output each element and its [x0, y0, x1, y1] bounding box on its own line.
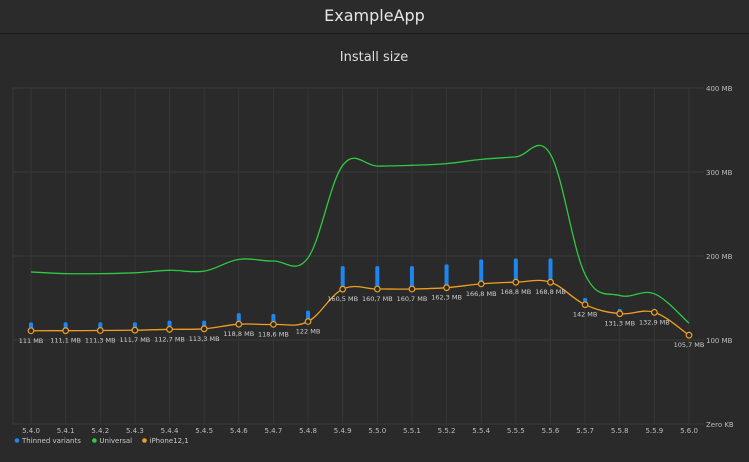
x-tick-label: 5.4.7	[265, 427, 283, 435]
iphone-point	[581, 301, 589, 309]
data-label: 111,7 MB	[120, 336, 151, 344]
iphone-point	[270, 320, 277, 328]
thinned-variant-bar	[340, 266, 345, 290]
data-label: 118,8 MB	[223, 330, 254, 338]
axis-ticks: 5.4.0 5.4.1 5.4.2 5.4.3 5.4.4 5.4.5 5.4.6 5.4.7…	[22, 85, 734, 435]
iphone-point	[235, 320, 243, 328]
iphone-point	[616, 310, 624, 318]
y-tick-label: 300 MB	[706, 169, 733, 177]
window-titlebar: ExampleApp	[0, 0, 749, 34]
data-label: 162,3 MB	[431, 294, 462, 302]
data-label: 166,8 MB	[466, 290, 497, 298]
iphone-point	[408, 285, 416, 293]
y-tick-label: Zero KB	[706, 421, 734, 429]
data-label: 122 MB	[296, 328, 321, 336]
data-label: 111,3 MB	[85, 337, 116, 345]
data-label: 105,7 MB	[674, 341, 705, 349]
data-label: 111,1 MB	[50, 337, 81, 345]
data-label: 111 MB	[19, 337, 44, 345]
x-tick-label: 5.4.2	[91, 427, 109, 435]
iphone-points	[27, 278, 693, 339]
iphone-point	[96, 327, 104, 334]
grid-lines	[12, 87, 704, 425]
thinned-variant-bar	[548, 258, 553, 283]
legend-label: iPhone12,1	[150, 437, 189, 445]
x-tick-label: 5.4.9	[334, 427, 352, 435]
chart-panel: Install size 111 MB 111,1 MB 111,3 MB 111,7…	[0, 34, 749, 462]
app-title: ExampleApp	[324, 6, 425, 25]
y-tick-label: 200 MB	[706, 253, 733, 261]
data-labels: 111 MB 111,1 MB 111,3 MB 111,7 MB 112,7 MB 11…	[19, 288, 705, 349]
legend-swatch	[14, 438, 20, 443]
x-tick-label: 5.5.8	[611, 427, 629, 435]
iphone-line	[30, 279, 690, 336]
data-label: 118,6 MB	[258, 330, 289, 338]
thinned-variant-bar	[479, 259, 484, 284]
x-tick-label: 5.5.1	[403, 427, 421, 435]
data-label: 142 MB	[573, 311, 598, 319]
legend-label: Thinned variants	[21, 437, 81, 445]
x-tick-label: 5.5.6	[542, 427, 560, 435]
y-tick-label: 400 MB	[706, 85, 733, 93]
iphone-point	[304, 318, 312, 325]
iphone-point	[650, 308, 658, 316]
x-tick-label: 5.5.0	[368, 427, 386, 435]
data-label: 160,7 MB	[362, 295, 393, 303]
x-tick-label: 5.6.0	[680, 427, 698, 435]
iphone-point	[339, 285, 347, 293]
iphone-point	[443, 284, 450, 292]
iphone-point	[512, 278, 520, 286]
iphone-point	[131, 326, 139, 334]
x-tick-label: 5.5.7	[576, 427, 594, 435]
iphone-point	[200, 325, 208, 333]
x-tick-label: 5.4.3	[126, 427, 144, 435]
legend-swatch	[142, 438, 147, 443]
thinned-variant-bar	[375, 266, 380, 290]
iphone-point	[27, 327, 35, 335]
iphone-point	[547, 278, 554, 286]
data-label: 132,9 MB	[639, 318, 670, 326]
legend-swatch	[92, 438, 97, 443]
x-tick-label: 5.5.5	[507, 427, 525, 435]
legend-label: Universal	[99, 437, 132, 445]
x-tick-label: 5.5.4	[472, 427, 490, 435]
x-tick-label: 5.4.0	[22, 427, 40, 435]
data-label: 160,7 MB	[397, 295, 428, 303]
series-lines	[30, 144, 690, 336]
thinned-variant-bar	[409, 266, 414, 290]
x-tick-label: 5.4.4	[161, 427, 179, 435]
x-tick-label: 5.5.2	[438, 427, 456, 435]
iphone-point	[477, 280, 485, 288]
x-tick-label: 5.4.1	[57, 427, 75, 435]
install-size-chart: Install size 111 MB 111,1 MB 111,3 MB 111,7…	[12, 50, 734, 445]
data-label: 160,5 MB	[327, 295, 358, 303]
iphone-point	[166, 325, 173, 333]
x-tick-label: 5.4.6	[230, 427, 248, 435]
iphone-point	[373, 285, 381, 293]
x-tick-label: 5.5.9	[645, 427, 663, 435]
iphone-point	[685, 331, 693, 339]
thinned-variant-bar	[444, 264, 449, 288]
data-label: 168,8 MB	[500, 288, 531, 296]
x-tick-label: 5.4.8	[299, 427, 317, 435]
iphone-point	[62, 327, 70, 335]
y-tick-label: 100 MB	[706, 337, 733, 345]
universal-line	[30, 144, 690, 324]
thinned-variant-bar	[513, 258, 518, 283]
data-label: 168,8 MB	[535, 288, 566, 296]
data-label: 113,3 MB	[189, 335, 220, 343]
legend: Thinned variants Universal iPhone12,1	[14, 437, 189, 445]
x-tick-label: 5.4.5	[195, 427, 213, 435]
data-label: 112,7 MB	[154, 335, 185, 343]
data-label: 131,3 MB	[604, 320, 635, 328]
chart-title: Install size	[340, 50, 408, 65]
thinned-variant-bars	[29, 258, 691, 336]
